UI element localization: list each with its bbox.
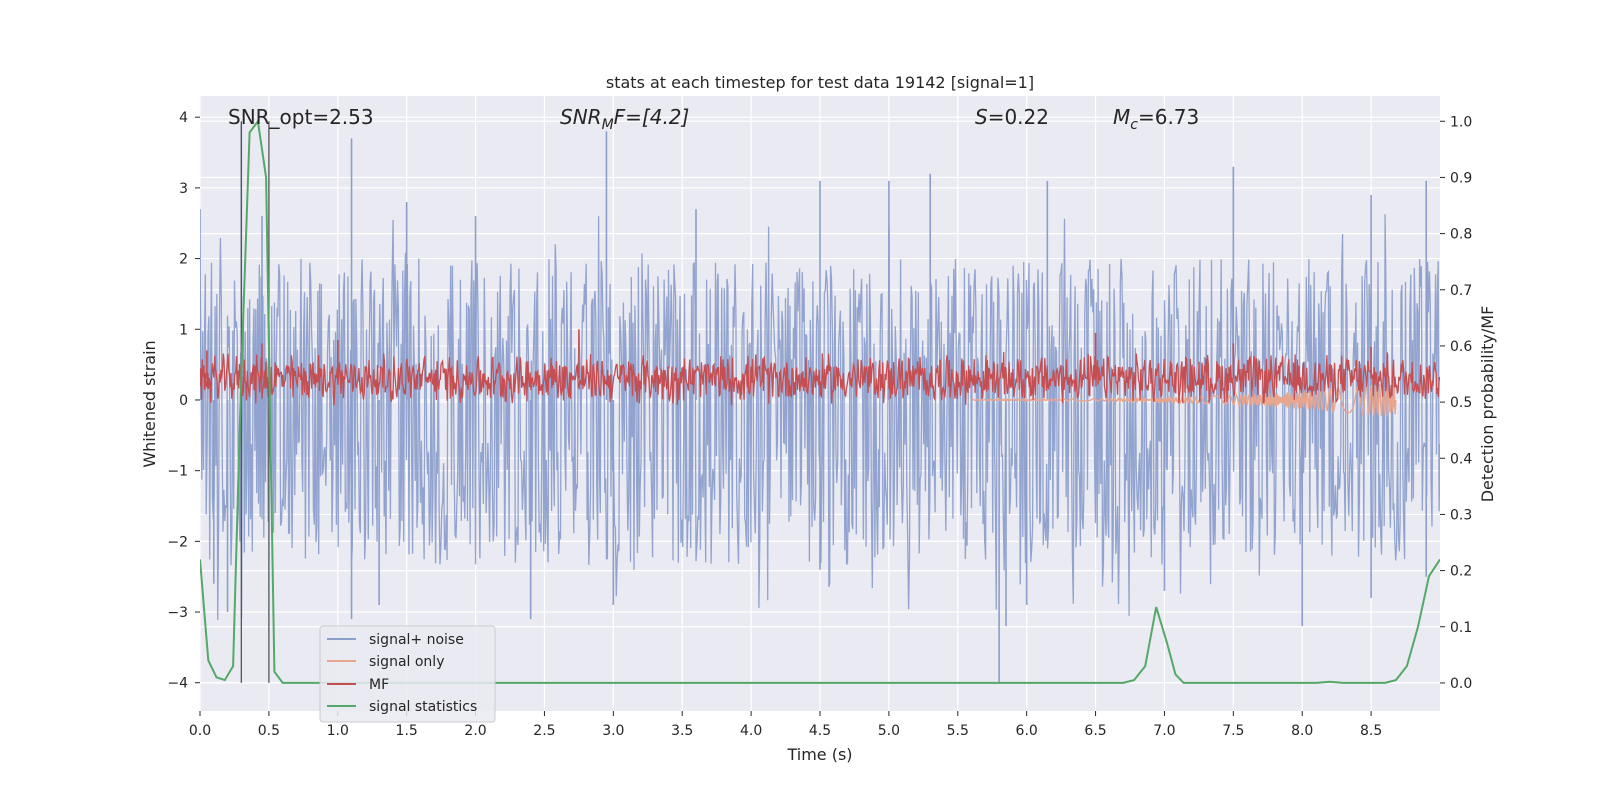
x-tick-label: 1.0 bbox=[327, 723, 349, 739]
legend: signal+ noise signal only MF signal stat… bbox=[319, 625, 496, 723]
snr-mf-subscript: M bbox=[602, 117, 614, 133]
legend-label-signal-only: signal only bbox=[369, 654, 444, 670]
x-tick-label: 5.0 bbox=[878, 723, 900, 739]
y-left-tick-label: −4 bbox=[167, 676, 188, 692]
y-right-tick-label: 0.6 bbox=[1450, 339, 1472, 355]
x-tick-label: 5.5 bbox=[947, 723, 969, 739]
x-tick-label: 0.0 bbox=[189, 723, 211, 739]
x-tick-label: 0.5 bbox=[258, 723, 280, 739]
y-right-tick-label: 0.5 bbox=[1450, 395, 1472, 411]
y-left-tick-label: 0 bbox=[179, 393, 188, 409]
x-tick-label: 1.5 bbox=[396, 723, 418, 739]
y-right-tick-label: 0.4 bbox=[1450, 451, 1472, 467]
y-left-tick-label: 4 bbox=[179, 110, 188, 126]
data-layer bbox=[200, 118, 1440, 684]
x-tick-label: 3.5 bbox=[671, 723, 693, 739]
x-tick-label: 2.0 bbox=[464, 723, 486, 739]
s-value: =0.22 bbox=[988, 105, 1049, 129]
y-right-tick-label: 0.3 bbox=[1450, 507, 1472, 523]
snr-mf-symbol: SNR bbox=[560, 105, 602, 129]
legend-label-signal-statistics: signal statistics bbox=[369, 699, 477, 715]
legend-label-mf: MF bbox=[369, 677, 389, 693]
y-right-tick-label: 0.2 bbox=[1450, 564, 1472, 580]
annotation-snr-mf: SNRMF=[4.2] bbox=[560, 105, 689, 133]
y-right-tick-label: 0.0 bbox=[1450, 676, 1472, 692]
y-axis-left-label: Whitened strain bbox=[140, 340, 159, 467]
x-tick-label: 7.5 bbox=[1222, 723, 1244, 739]
x-axis-label: Time (s) bbox=[786, 745, 852, 764]
y-left-tick-label: 1 bbox=[179, 322, 188, 338]
y-right-tick-label: 0.8 bbox=[1450, 227, 1472, 243]
x-tick-label: 3.0 bbox=[602, 723, 624, 739]
x-tick-label: 6.5 bbox=[1084, 723, 1106, 739]
y-right-tick-label: 0.9 bbox=[1450, 170, 1472, 186]
mc-value: =6.73 bbox=[1138, 105, 1199, 129]
s-symbol: S bbox=[975, 105, 988, 129]
y-left-tick-label: −2 bbox=[167, 534, 188, 550]
x-tick-label: 2.5 bbox=[533, 723, 555, 739]
x-tick-label: 7.0 bbox=[1153, 723, 1175, 739]
y-left-tick-label: 2 bbox=[179, 252, 188, 268]
legend-label-signal-noise: signal+ noise bbox=[369, 632, 464, 648]
y-left-tick-label: 3 bbox=[179, 181, 188, 197]
snr-mf-value: F=[4.2] bbox=[614, 105, 690, 129]
y-left-tick-label: −1 bbox=[167, 464, 188, 480]
mc-symbol: M bbox=[1113, 105, 1130, 129]
annotation-mc: Mc=6.73 bbox=[1113, 105, 1199, 133]
x-tick-label: 8.0 bbox=[1291, 723, 1313, 739]
signal-only-line bbox=[971, 382, 1397, 418]
mf-line bbox=[200, 351, 1440, 406]
y-right-tick-label: 0.7 bbox=[1450, 283, 1472, 299]
annotation-s: S=0.22 bbox=[975, 105, 1049, 129]
x-tick-label: 6.0 bbox=[1016, 723, 1038, 739]
signal-statistics-line bbox=[200, 118, 1440, 684]
axes: 0.0 0.5 1.0 1.5 2.0 2.5 3.0 3.5 4.0 4.5 5.0 5.5 6.0 6… bbox=[167, 110, 1472, 739]
x-tick-label: 4.0 bbox=[740, 723, 762, 739]
chart-title: stats at each timestep for test data 191… bbox=[606, 73, 1034, 92]
y-right-tick-label: 0.1 bbox=[1450, 620, 1472, 636]
x-tick-label: 4.5 bbox=[809, 723, 831, 739]
mc-subscript: c bbox=[1130, 117, 1138, 133]
y-right-tick-label: 1.0 bbox=[1450, 114, 1472, 130]
legend-box bbox=[319, 625, 496, 723]
annotation-snr-opt: SNR_opt=2.53 bbox=[228, 105, 374, 129]
x-tick-label: 8.5 bbox=[1360, 723, 1382, 739]
y-axis-right-label: Detection probability/MF bbox=[1478, 306, 1497, 503]
y-left-tick-label: −3 bbox=[167, 605, 188, 621]
